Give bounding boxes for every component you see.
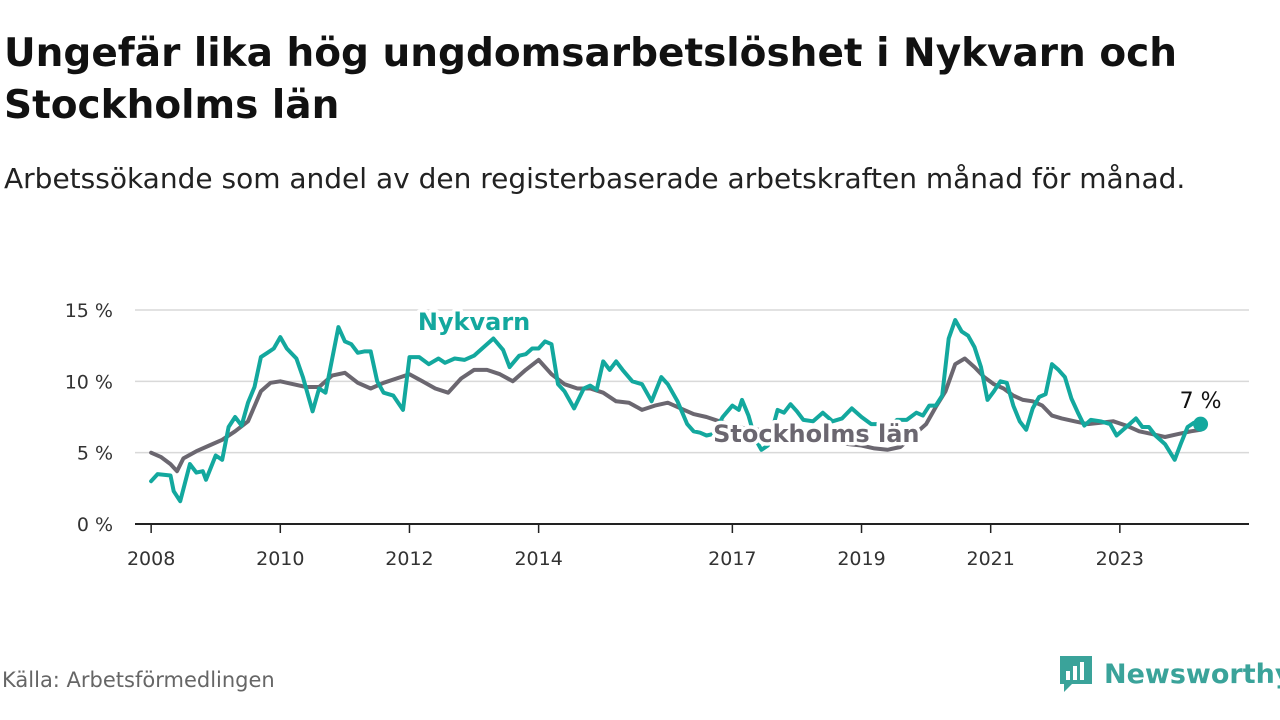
y-tick-label: 0 % [77,514,113,536]
series-line-nykvarn [149,318,1203,504]
brand-name: Newsworthy [1104,658,1280,690]
y-tick-label: 15 % [65,300,113,322]
x-tick-label: 2019 [837,548,885,570]
brand-logo: Newsworthy [1058,654,1280,694]
x-tick-label: 2010 [256,548,304,570]
series-lines [149,318,1209,504]
chart-title: Ungefär lika hög ungdomsarbetslöshet i N… [4,31,1178,128]
series-label-stockholm: Stockholms län [713,420,919,448]
x-tick-label: 2014 [514,548,562,570]
gridlines [135,309,1249,454]
series-label-nykvarn: Nykvarn [418,308,530,336]
end-value-label: 7 % [1180,389,1222,414]
series-line-stockholm [149,356,1203,474]
x-axis: 2008 2010 2012 2014 2017 2019 2021 2023 [127,523,1249,570]
x-tick-label: 2021 [967,548,1015,570]
y-tick-label: 10 % [65,371,113,393]
end-point-marker [1193,416,1209,432]
x-tick-label: 2008 [127,548,175,570]
source-note: Källa: Arbetsförmedlingen [2,668,275,692]
newsworthy-logo-icon [1060,656,1092,692]
series-labels: 7 % Nykvarn Stockholms län [414,305,1222,452]
y-axis-ticks: 0 % 5 % 10 % 15 % [65,300,113,536]
y-tick-label: 5 % [77,443,113,465]
x-tick-label: 2023 [1096,548,1144,570]
x-tick-label: 2017 [708,548,756,570]
chart-subtitle: Arbetssökande som andel av den registerb… [4,162,1186,195]
x-tick-label: 2012 [385,548,433,570]
